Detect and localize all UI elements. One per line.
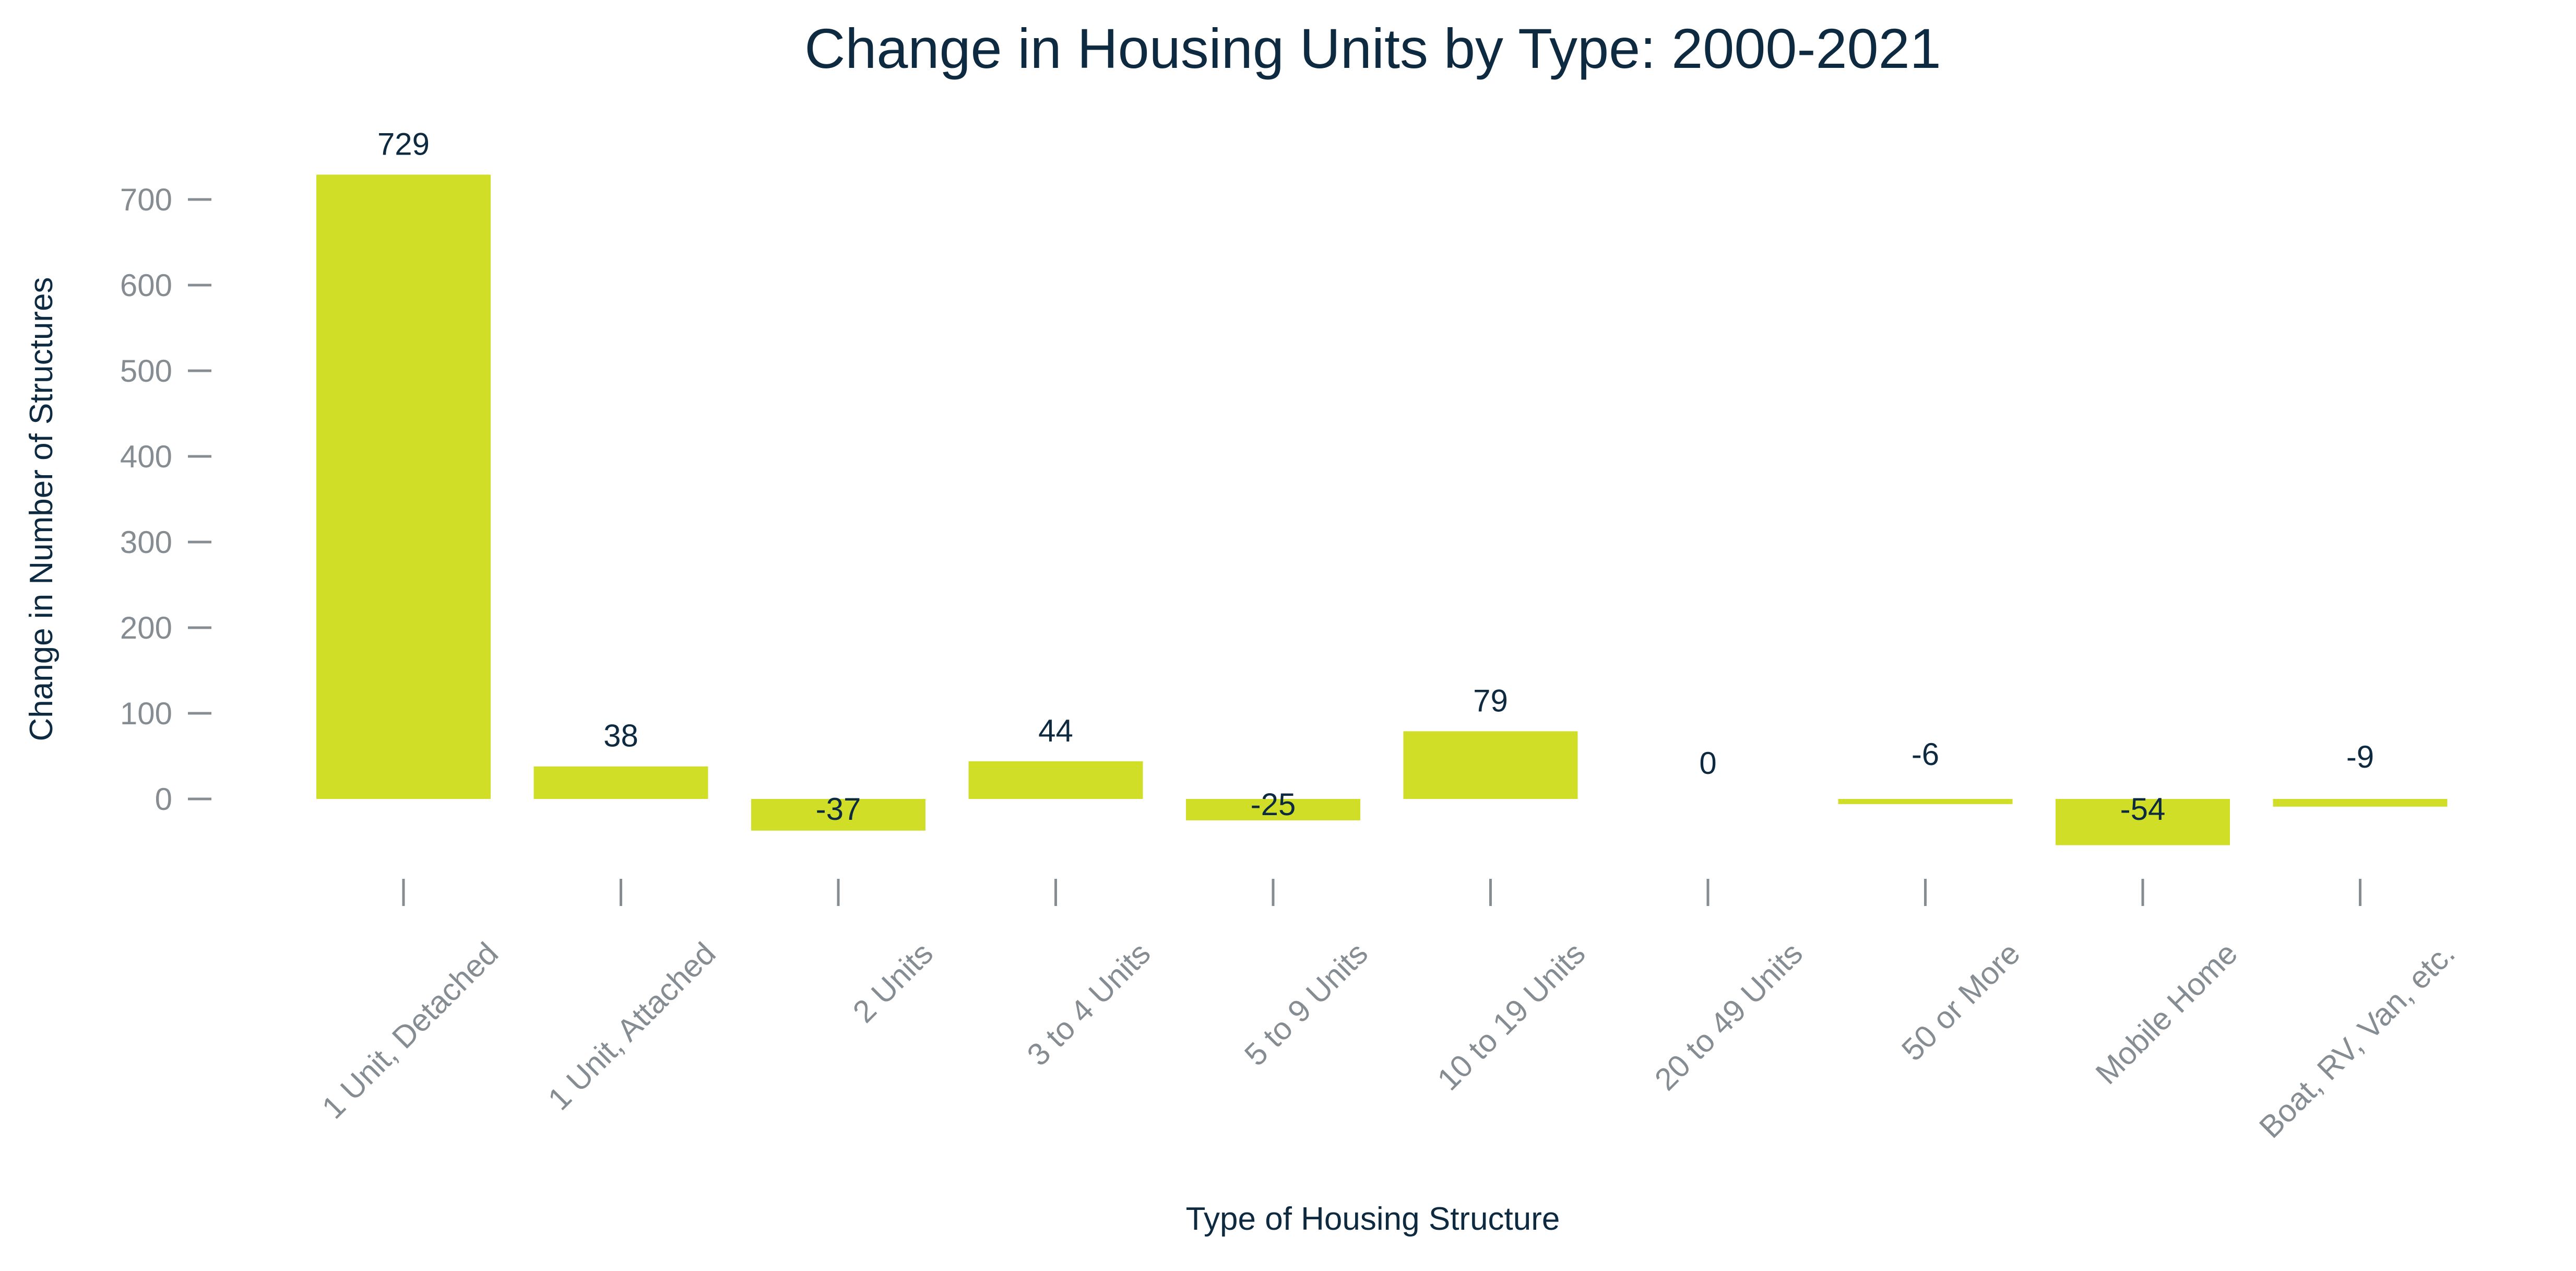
y-tick-label: 700: [120, 182, 172, 217]
data-label: -6: [1912, 737, 1939, 772]
y-tick-label: 100: [120, 696, 172, 731]
bar: [1838, 799, 2013, 804]
bar: [968, 761, 1143, 799]
data-label: 79: [1473, 683, 1508, 718]
x-axis: 1 Unit, Detached 1 Unit, Attached 2 Units 3…: [315, 879, 2462, 1145]
y-axis-title: Change in Number of Structures: [23, 277, 60, 741]
data-labels: 729 38 -37 44 -25 79 0 -6 -54 -9: [377, 126, 2374, 827]
bar: [2273, 799, 2448, 807]
y-tick-label: 400: [120, 439, 172, 474]
x-tick-label: 2 Units: [846, 936, 940, 1029]
chart-title: Change in Housing Units by Type: 2000-20…: [804, 17, 1941, 80]
data-label: -9: [2346, 739, 2374, 774]
data-label: -25: [1251, 787, 1296, 822]
bar: [1186, 799, 1360, 820]
data-label: -54: [2120, 792, 2166, 827]
x-tick-label: Boat, RV, Van, etc.: [2252, 936, 2461, 1145]
y-tick-label: 600: [120, 268, 172, 303]
x-tick-label: 5 to 9 Units: [1238, 936, 1374, 1073]
data-label: 0: [1699, 746, 1716, 781]
y-tick-label: 0: [155, 782, 172, 817]
bar: [316, 174, 491, 799]
y-axis: 0 100 200 300 400 500 600 700: [120, 182, 211, 817]
bars: [316, 174, 2448, 845]
data-label: -37: [816, 792, 861, 827]
bar: [533, 766, 708, 799]
x-tick-label: 20 to 49 Units: [1648, 936, 1809, 1097]
x-tick-label: 1 Unit, Attached: [541, 936, 722, 1117]
y-tick-label: 500: [120, 354, 172, 389]
data-label: 729: [377, 126, 430, 161]
y-tick-label: 200: [120, 610, 172, 645]
x-tick-label: 50 or More: [1895, 936, 2027, 1068]
y-tick-label: 300: [120, 525, 172, 560]
x-tick-label: 10 to 19 Units: [1431, 936, 1592, 1097]
x-axis-title: Type of Housing Structure: [1186, 1201, 1560, 1237]
data-label: 38: [603, 719, 638, 754]
x-tick-label: Mobile Home: [2089, 936, 2244, 1091]
x-tick-label: 3 to 4 Units: [1020, 936, 1157, 1073]
bar: [1403, 731, 1578, 799]
bar: [751, 799, 925, 831]
data-label: 44: [1038, 713, 1073, 748]
bar: [2056, 799, 2230, 845]
x-tick-label: 1 Unit, Detached: [315, 936, 505, 1125]
